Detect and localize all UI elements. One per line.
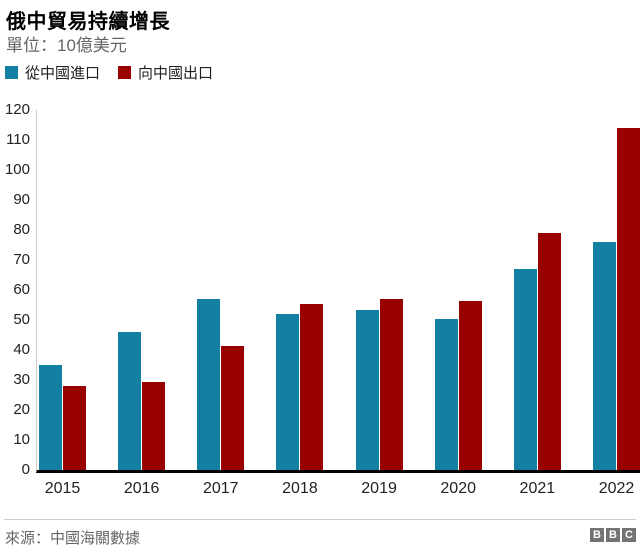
bbc-logo-block-3: C — [622, 528, 636, 542]
y-tick-10: 10 — [13, 431, 30, 448]
legend-item-import: 從中國進口 — [5, 62, 100, 83]
bbc-logo-block-2: B — [606, 528, 620, 542]
legend: 從中國進口 向中國出口 — [5, 62, 213, 83]
bar-group-2021 — [513, 233, 561, 470]
y-tick-50: 50 — [13, 311, 30, 328]
y-tick-30: 30 — [13, 371, 30, 388]
x-axis: 2015 2016 2017 2018 2019 2020 2021 2022 — [37, 480, 640, 498]
y-tick-110: 110 — [6, 131, 30, 148]
y-axis: 0 10 20 30 40 50 60 70 80 90 100 110 120 — [0, 101, 30, 478]
x-label-2015: 2015 — [44, 480, 81, 497]
source-note: 來源：中國海關數據 — [5, 530, 141, 547]
x-label-2016: 2016 — [123, 480, 160, 497]
legend-swatch-import — [5, 66, 18, 79]
legend-label-export: 向中國出口 — [138, 65, 214, 82]
bar-import-2015 — [39, 365, 62, 470]
chart-title: 俄中貿易持續增長 — [6, 11, 170, 33]
x-label-2020: 2020 — [440, 480, 476, 497]
footer-divider — [4, 519, 636, 520]
y-tick-90: 90 — [13, 191, 30, 208]
plot-area — [36, 110, 640, 473]
x-label-2017: 2017 — [202, 480, 239, 497]
y-tick-0: 0 — [21, 461, 30, 478]
bar-group-2019 — [355, 299, 403, 470]
legend-item-export: 向中國出口 — [118, 62, 213, 83]
bar-export-2020 — [458, 300, 482, 470]
bar-export-2018 — [300, 303, 324, 470]
chart-subtitle: 單位：10億美元 — [6, 36, 127, 55]
bar-export-2019 — [379, 299, 403, 470]
x-label-2019: 2019 — [361, 480, 397, 497]
bar-export-2017 — [221, 345, 245, 470]
bar-group-2015 — [39, 365, 86, 470]
bar-group-2016 — [118, 332, 166, 470]
bar-import-2017 — [197, 299, 221, 470]
x-label-2021: 2021 — [519, 480, 556, 497]
bar-export-2022 — [616, 128, 640, 470]
legend-label-import: 從中國進口 — [25, 65, 101, 82]
y-tick-20: 20 — [13, 401, 30, 418]
bar-group-2020 — [434, 300, 482, 470]
bar-import-2020 — [434, 318, 458, 470]
y-tick-60: 60 — [13, 281, 30, 298]
bar-export-2021 — [537, 233, 561, 470]
y-tick-40: 40 — [13, 341, 30, 358]
bar-export-2015 — [63, 386, 86, 470]
x-label-2022: 2022 — [598, 480, 635, 497]
bar-export-2016 — [142, 381, 166, 470]
bar-import-2019 — [355, 309, 379, 470]
x-label-2018: 2018 — [282, 480, 318, 497]
bar-import-2021 — [513, 269, 537, 470]
y-tick-80: 80 — [13, 221, 30, 238]
bbc-logo-block-1: B — [590, 528, 604, 542]
y-tick-120: 120 — [4, 101, 30, 118]
legend-swatch-export — [118, 66, 132, 79]
y-tick-100: 100 — [4, 161, 30, 178]
bar-group-2018 — [276, 303, 324, 470]
bar-import-2022 — [592, 242, 616, 470]
bar-group-2022 — [592, 128, 640, 470]
bar-import-2018 — [276, 314, 300, 470]
y-tick-70: 70 — [13, 251, 30, 268]
bar-import-2016 — [118, 332, 142, 470]
bar-group-2017 — [197, 299, 245, 470]
